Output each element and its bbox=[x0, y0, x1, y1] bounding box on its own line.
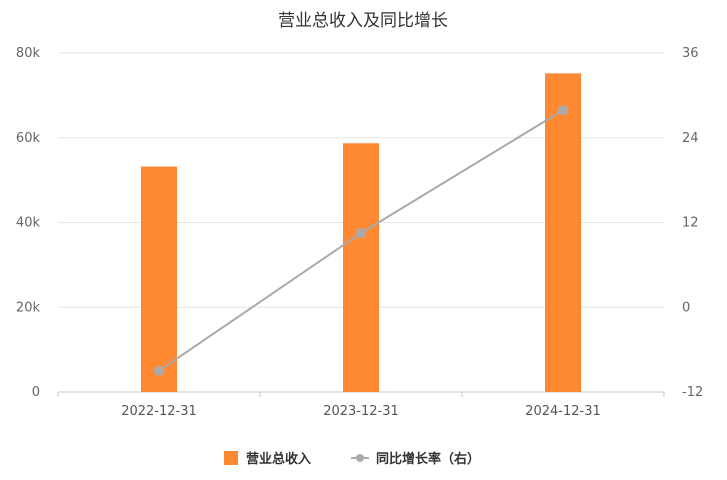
chart-title: 营业总收入及同比增长 bbox=[278, 11, 448, 31]
bar[interactable] bbox=[141, 166, 177, 392]
line-point[interactable] bbox=[356, 228, 366, 239]
legend-swatch-bar[interactable] bbox=[224, 451, 238, 465]
line-point[interactable] bbox=[154, 365, 164, 376]
legend[interactable]: 营业总收入 同比增长率（右） bbox=[224, 451, 480, 467]
y-left-tick-label: 80k bbox=[16, 46, 41, 61]
y-left-tick-label: 20k bbox=[16, 300, 41, 315]
legend-label-line[interactable]: 同比增长率（右） bbox=[376, 451, 480, 467]
legend-swatch-line-marker[interactable] bbox=[356, 454, 364, 462]
x-tick-label: 2022-12-31 bbox=[121, 404, 197, 419]
line-series bbox=[154, 105, 568, 376]
y-right-tick-label: 0 bbox=[682, 300, 690, 315]
x-tick-label: 2024-12-31 bbox=[525, 404, 601, 419]
bar[interactable] bbox=[343, 143, 379, 392]
y-right-tick-label: 12 bbox=[682, 216, 699, 231]
y-left-tick-label: 0 bbox=[32, 385, 40, 400]
bar[interactable] bbox=[545, 73, 581, 392]
x-axis: 2022-12-31 2023-12-31 2024-12-31 bbox=[57, 392, 665, 419]
y-left-axis: 0 20k 40k 60k 80k bbox=[16, 46, 41, 400]
y-left-tick-label: 60k bbox=[16, 131, 41, 146]
y-right-axis: -12 0 12 24 36 bbox=[682, 46, 703, 400]
x-tick-label: 2023-12-31 bbox=[323, 404, 399, 419]
legend-label-bar[interactable]: 营业总收入 bbox=[246, 451, 311, 467]
y-right-tick-label: 24 bbox=[682, 131, 699, 146]
y-left-tick-label: 40k bbox=[16, 216, 41, 231]
line-point[interactable] bbox=[558, 105, 568, 116]
y-right-tick-label: 36 bbox=[682, 46, 699, 61]
y-right-tick-label: -12 bbox=[682, 385, 703, 400]
bar-series bbox=[141, 73, 581, 392]
